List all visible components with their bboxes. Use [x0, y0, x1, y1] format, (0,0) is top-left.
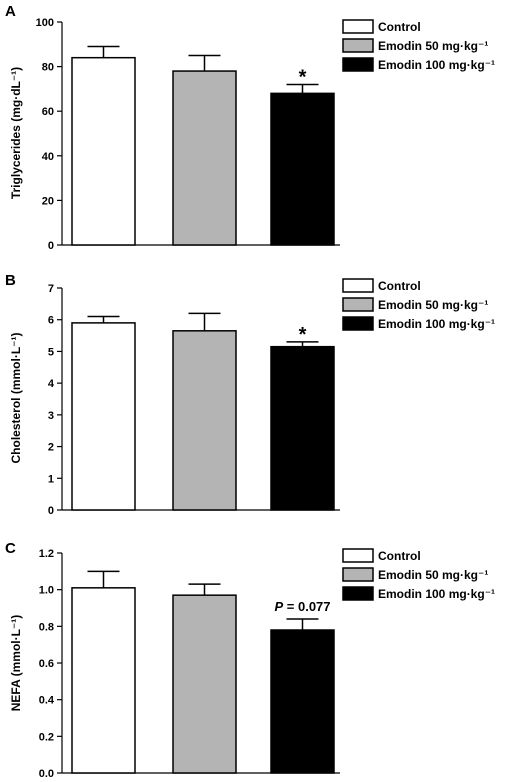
bar: [172, 330, 237, 511]
y-tick-label: 4: [48, 378, 55, 390]
legend-swatch: [342, 316, 374, 331]
legend-label: Emodin 100 mg·kg⁻¹: [378, 58, 495, 72]
y-tick-label: 0.2: [39, 731, 54, 743]
legend-swatch: [342, 278, 374, 293]
panel-a: A 0 20 40 60 80 100 Triglycerides (mg·dL⁻¹) * Con…: [5, 3, 495, 252]
y-tick-label: 80: [42, 62, 54, 74]
legend-label: Emodin 100 mg·kg⁻¹: [378, 587, 495, 601]
y-tick-label: 1: [48, 473, 54, 485]
legend-swatch: [342, 548, 374, 563]
y-tick-label: 3: [48, 410, 54, 422]
bar: [270, 92, 335, 246]
legend-label: Emodin 50 mg·kg⁻¹: [378, 568, 488, 582]
y-tick-label: 5: [48, 346, 54, 358]
bar: [71, 322, 136, 511]
y-tick-label: 20: [42, 195, 54, 207]
y-tick-label: 0.6: [39, 658, 54, 670]
bar: [172, 70, 237, 246]
y-tick-label: 100: [36, 17, 54, 29]
y-tick-label: 2: [48, 442, 54, 454]
legend-label: Emodin 100 mg·kg⁻¹: [378, 317, 495, 331]
y-tick-label: 0.8: [39, 621, 54, 633]
legend-swatch: [342, 567, 374, 582]
y-tick-label: 0: [48, 240, 54, 252]
legend-label: Emodin 50 mg·kg⁻¹: [378, 298, 488, 312]
significance-marker: *: [299, 66, 307, 88]
y-tick-label: 1.0: [39, 585, 54, 597]
legend-swatch: [342, 38, 374, 53]
legend-swatch: [342, 57, 374, 72]
y-axis-label: Triglycerides (mg·dL⁻¹): [9, 67, 23, 199]
legend-label: Control: [378, 279, 421, 293]
legend-swatch: [342, 297, 374, 312]
y-tick-label: 7: [48, 283, 54, 295]
y-tick-label: 1.2: [39, 548, 54, 560]
y-tick-label: 6: [48, 315, 54, 327]
panel-b: B 0 1 2 3 4 5 6 7 Cholesterol (mmol·L⁻¹) * Control E…: [5, 272, 495, 517]
legend-label: Control: [378, 549, 421, 563]
bar: [172, 594, 237, 774]
p-value-annotation: P = 0.077: [274, 599, 330, 614]
panel-label: C: [5, 540, 16, 557]
y-axis-label: Cholesterol (mmol·L⁻¹): [9, 332, 23, 463]
y-axis-label: NEFA (mmol·L⁻¹): [9, 615, 23, 712]
y-tick-label: 0: [48, 505, 54, 517]
legend-swatch: [342, 19, 374, 34]
significance-marker: *: [299, 324, 307, 346]
y-tick-label: 0.0: [39, 768, 54, 780]
y-tick-label: 0.4: [39, 695, 55, 707]
legend-label: Control: [378, 20, 421, 34]
bar: [270, 629, 335, 774]
bar: [270, 345, 335, 511]
bar: [71, 56, 136, 246]
y-tick-label: 60: [42, 106, 54, 118]
y-tick-label: 40: [42, 151, 54, 163]
panel-c: C 0.0 0.2 0.4 0.6 0.8 1.0 1.2 NEFA (mmol·L⁻¹) P =…: [5, 540, 495, 780]
bar: [71, 587, 136, 774]
legend-swatch: [342, 586, 374, 601]
legend-label: Emodin 50 mg·kg⁻¹: [378, 39, 488, 53]
panel-label: B: [5, 272, 16, 289]
panel-label: A: [5, 3, 16, 20]
